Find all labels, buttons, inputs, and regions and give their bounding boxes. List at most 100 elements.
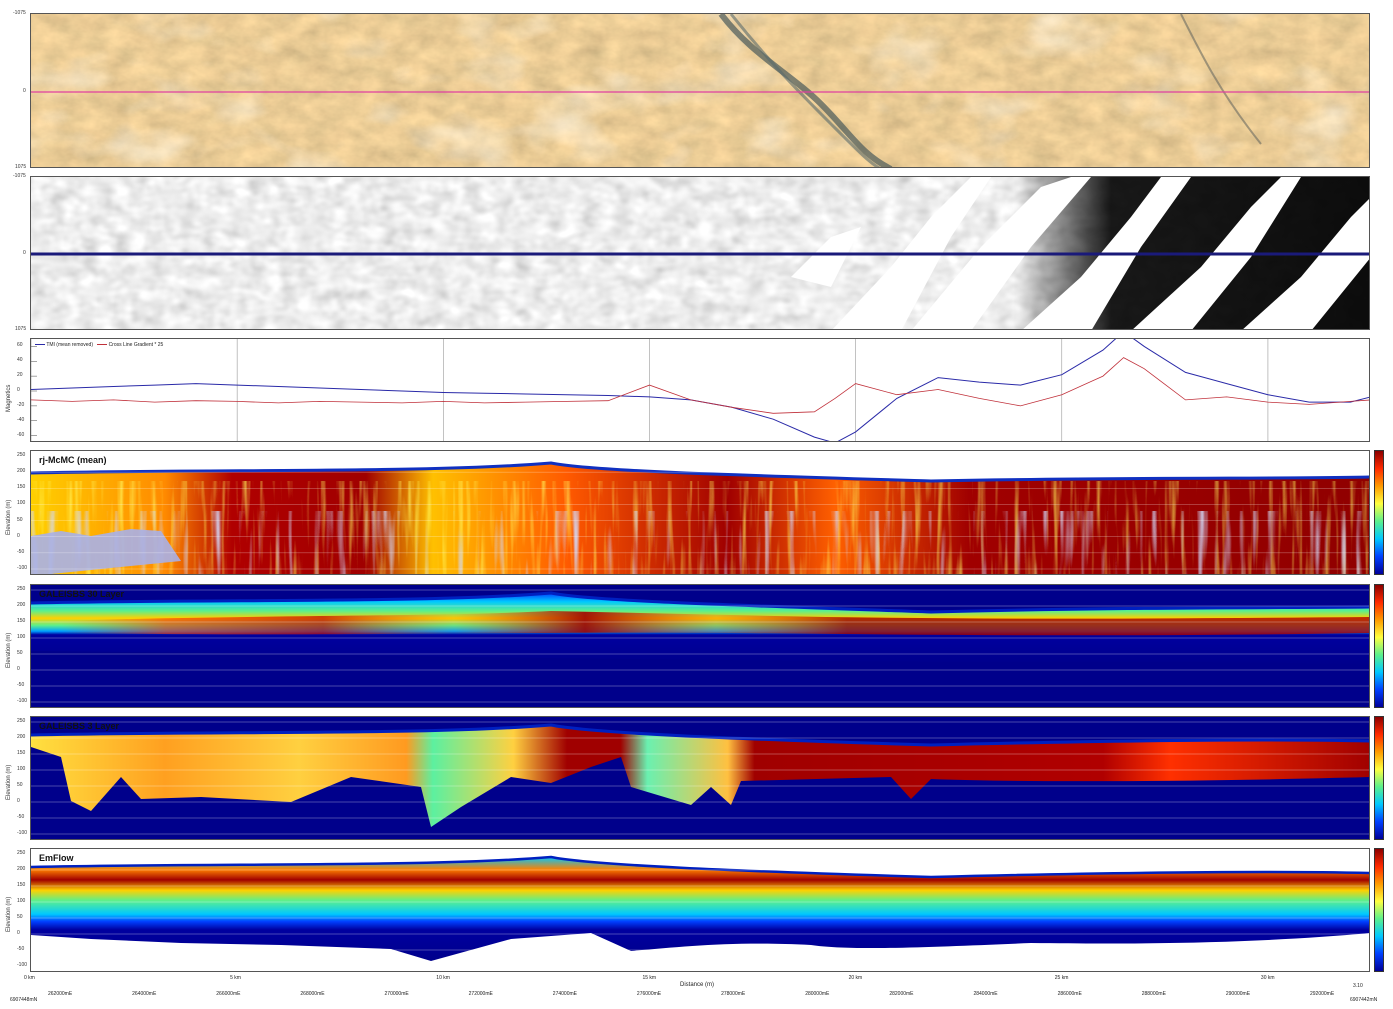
northing-right: 6907442mN (1350, 997, 1378, 1003)
easting-tick: 280000mE (805, 991, 830, 997)
km-tick: 5 km (230, 975, 241, 981)
sat-tick-bottom: 1075 (15, 164, 27, 170)
elevation-y-tick: -50 (17, 548, 25, 555)
magnetic-image (31, 177, 1369, 329)
easting-tick: 276000mE (636, 991, 662, 997)
easting-tick: 272000mE (468, 991, 493, 997)
mag-tick-mid: 0 (23, 250, 26, 256)
legend-swatch-cross (97, 344, 108, 346)
magnetics-y-tick: 0 (17, 387, 20, 393)
galeisbs3-colorbar (1374, 716, 1384, 840)
elevation-y-tick: 150 (17, 882, 26, 888)
elevation-y-tick: 50 (17, 914, 23, 920)
legend-swatch-tmi (35, 344, 45, 346)
northing-left: 6907448mN (10, 997, 38, 1003)
elevation-y-tick: 0 (17, 666, 20, 672)
elevation-y-tick: 100 (17, 634, 26, 640)
magnetic-image-panel (30, 176, 1370, 330)
km-tick: 20 km (848, 975, 863, 981)
elevation-y-tick: 50 (17, 650, 23, 656)
legend-entry-cross: Cross Line Gradient * 25 (108, 342, 164, 348)
galeisbs3-section (31, 717, 1369, 839)
series-line-cross-line-gradient (31, 357, 1369, 414)
elevation-y-tick: -100 (17, 698, 28, 704)
galeisbs30-section (31, 585, 1369, 707)
elevation-y-tick: 200 (17, 734, 26, 740)
easting-tick: 290000mE (1225, 991, 1251, 997)
magnetics-line-panel: TMI (mean removed) Cross Line Gradient *… (30, 338, 1370, 442)
mag-tick-bottom: 1075 (15, 326, 27, 332)
km-tick: 0 km (24, 975, 35, 981)
easting-tick: 266000mE (216, 991, 241, 997)
elevation-y-tick: 50 (17, 782, 23, 788)
elevation-y-tick: 50 (17, 516, 23, 523)
km-tick: 10 km (436, 975, 450, 981)
easting-tick: 274000mE (552, 991, 577, 997)
easting-tick: 286000mE (1057, 991, 1082, 997)
elevation-y-tick: 0 (17, 930, 20, 936)
elevation-y-tick: 250 (17, 586, 26, 592)
km-tick: 30 km (1260, 975, 1275, 981)
elevation-y-tick: -50 (17, 682, 25, 688)
magnetics-y-tick: -40 (17, 416, 25, 423)
magnetics-y-tick: -60 (17, 431, 25, 438)
elevation-y-tick: 250 (17, 452, 26, 458)
x-axis-label: Distance (m) (680, 982, 715, 988)
rjmcmc-title: rj-McMC (mean) (39, 455, 107, 465)
rjmcmc-colorbar (1374, 450, 1384, 575)
elevation-y-tick: 200 (17, 866, 26, 872)
elevation-y-tick: -50 (17, 814, 25, 820)
emflow-panel: EmFlow (30, 848, 1370, 972)
km-tick: 15 km (642, 975, 657, 981)
easting-tick: 288000mE (1141, 991, 1166, 997)
easting-tick: 278000mE (721, 991, 746, 997)
easting-tick: 284000mE (973, 991, 998, 997)
mag-tick-top: -1075 (13, 173, 26, 179)
easting-tick: 270000mE (384, 991, 409, 997)
km-tick: 25 km (1054, 975, 1069, 981)
elevation-y-tick: 250 (17, 718, 26, 724)
emflow-ylabel: Elevation (m) (6, 896, 12, 932)
rjmcmc-panel: rj-McMC (mean) (30, 450, 1370, 575)
elevation-y-tick: 100 (17, 898, 26, 904)
km-end-tick: 3.10 (1353, 983, 1363, 989)
magnetics-y-tick: -20 (17, 401, 25, 408)
elevation-y-tick: 150 (17, 484, 26, 491)
elevation-y-tick: 150 (17, 618, 26, 624)
elevation-y-tick: 100 (17, 500, 26, 507)
magnetics-y-tick: 40 (17, 357, 23, 364)
legend: TMI (mean removed) Cross Line Gradient *… (35, 342, 163, 348)
elevation-y-tick: -100 (17, 830, 28, 836)
galeisbs30-panel: GALEISBS 30 Layer (30, 584, 1370, 708)
galeisbs3-title: GALEISBS 3 Layer (39, 721, 120, 731)
easting-tick: 264000mE (132, 991, 157, 997)
galeisbs3-panel: GALEISBS 3 Layer (30, 716, 1370, 840)
satellite-image-panel (30, 13, 1370, 168)
galeisbs30-colorbar (1374, 584, 1384, 708)
elevation-y-tick: 0 (17, 798, 20, 804)
galeisbs30-ylabel: Elevation (m) (6, 632, 12, 668)
magnetics-line-chart (31, 339, 1369, 441)
elevation-y-tick: 200 (17, 468, 26, 475)
magnetics-ylabel: Magnetics (6, 384, 12, 412)
elevation-y-tick: 0 (17, 532, 20, 539)
series-line-tmi (31, 339, 1369, 441)
elevation-y-tick: -50 (17, 946, 25, 952)
easting-tick: 292000mE (1310, 991, 1335, 997)
rjmcmc-ylabel: Elevation (m) (6, 499, 12, 535)
magnetics-y-tick: 20 (17, 372, 23, 379)
galeisbs3-ylabel: Elevation (m) (6, 764, 12, 800)
sat-tick-mid: 0 (23, 88, 26, 94)
elevation-y-tick: -100 (17, 962, 28, 968)
elevation-y-tick: 250 (17, 850, 26, 856)
easting-tick: 262000mE (48, 991, 73, 997)
elevation-y-tick: 100 (17, 766, 26, 772)
emflow-colorbar (1374, 848, 1384, 972)
emflow-title: EmFlow (39, 853, 74, 863)
easting-tick: 282000mE (889, 991, 914, 997)
rjmcmc-section (31, 451, 1369, 574)
galeisbs30-title: GALEISBS 30 Layer (39, 589, 125, 599)
sat-tick-top: -1075 (13, 10, 26, 16)
elevation-y-tick: 200 (17, 602, 26, 608)
elevation-y-tick: -100 (17, 565, 28, 571)
